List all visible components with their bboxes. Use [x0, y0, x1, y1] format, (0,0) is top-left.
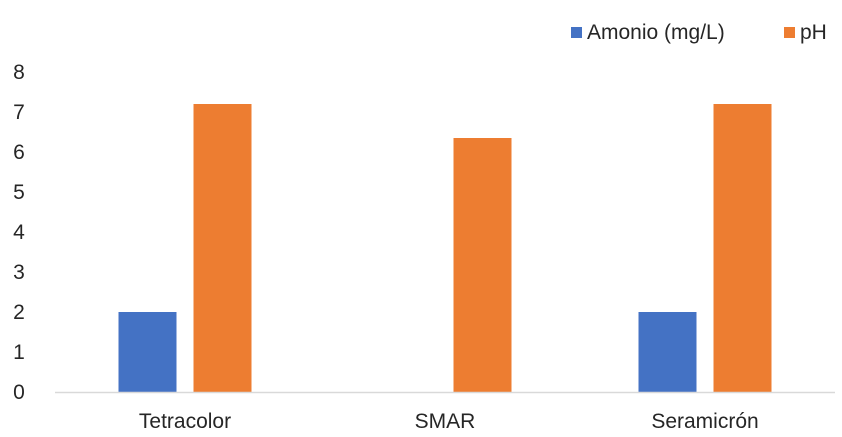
legend-swatch-0 [571, 27, 582, 38]
x-axis: Tetracolor SMAR Seramicrón [139, 410, 759, 433]
x-tick-label: Tetracolor [139, 410, 231, 433]
y-tick-label: 7 [13, 101, 25, 124]
y-tick-label: 8 [13, 61, 25, 84]
bar-amonio-0 [118, 312, 177, 392]
y-tick-label: 5 [13, 181, 25, 204]
y-tick-label: 0 [13, 381, 25, 404]
legend-label-1: pH [800, 21, 827, 44]
bar-ph-0 [193, 104, 252, 392]
y-tick-label: 1 [13, 341, 25, 364]
y-tick-label: 2 [13, 301, 25, 324]
bar-ph-2 [713, 104, 772, 392]
y-axis: 0 1 2 3 4 5 6 7 8 [13, 61, 25, 404]
y-tick-label: 3 [13, 261, 25, 284]
y-tick-label: 6 [13, 141, 25, 164]
legend-label-0: Amonio (mg/L) [587, 21, 725, 44]
bar-ph-1 [453, 138, 512, 392]
bar-amonio-2 [638, 312, 697, 392]
x-tick-label: Seramicrón [651, 410, 758, 433]
y-tick-label: 4 [13, 221, 25, 244]
x-tick-label: SMAR [415, 410, 476, 433]
bars [118, 104, 772, 392]
legend: Amonio (mg/L) pH [571, 21, 827, 44]
legend-swatch-1 [784, 27, 795, 38]
